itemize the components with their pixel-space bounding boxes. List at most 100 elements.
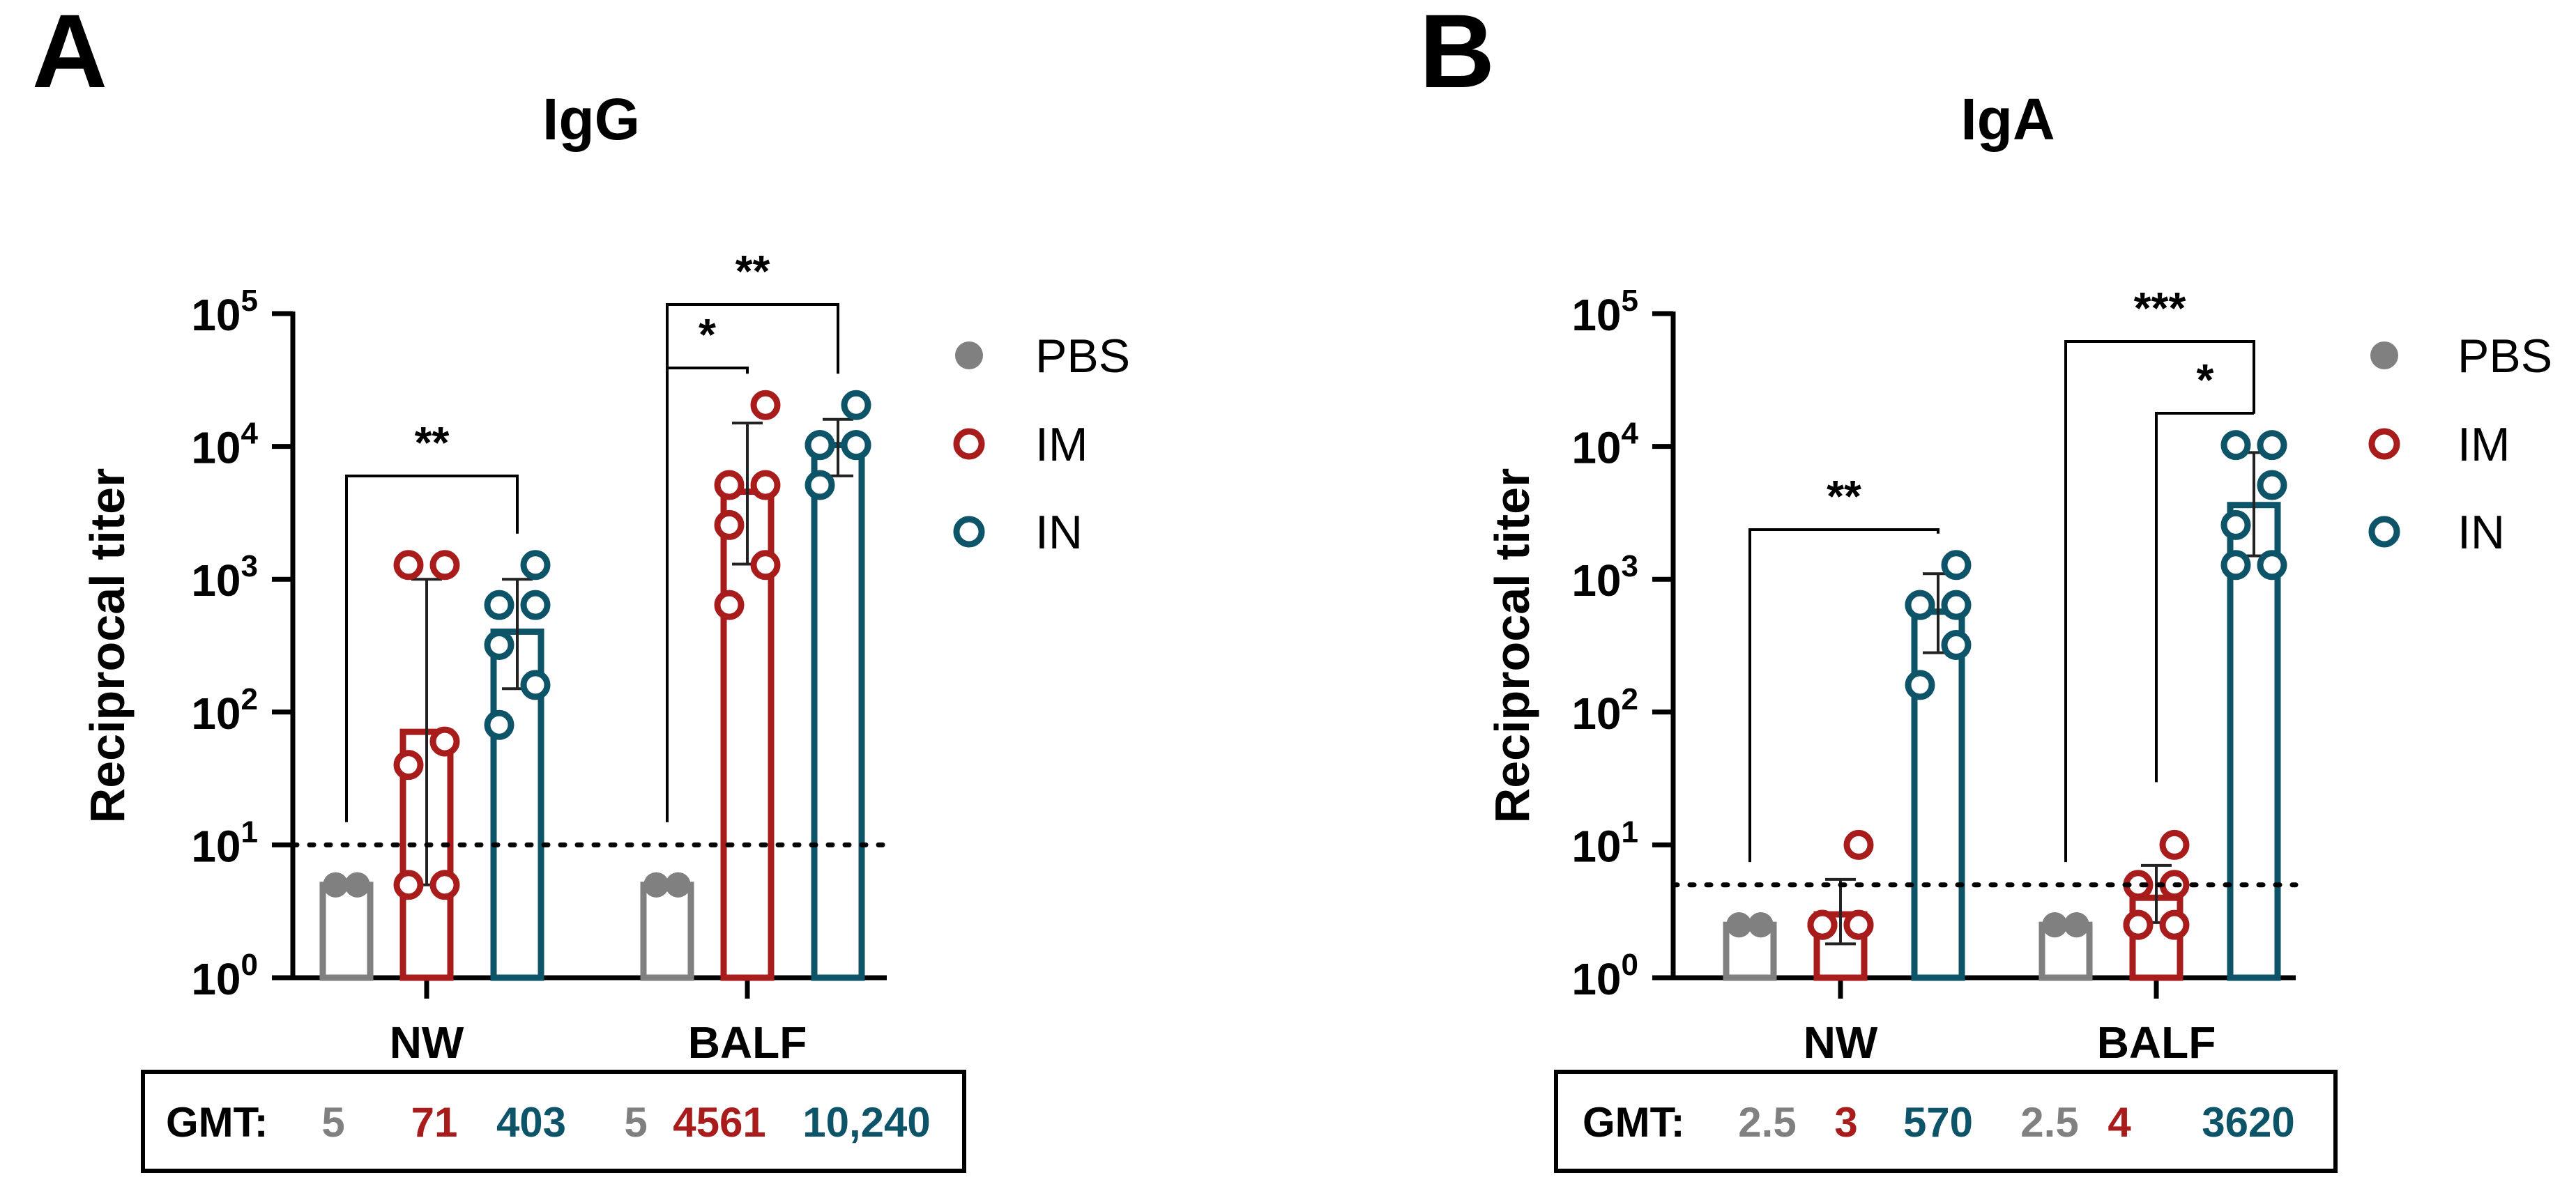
y-tick-label: 104 xyxy=(191,417,258,473)
data-point-in xyxy=(1941,630,1972,661)
data-point-in xyxy=(1905,590,1935,620)
data-point-in xyxy=(520,550,551,581)
data-point-in xyxy=(2220,550,2251,581)
significance-bracket xyxy=(2064,340,2255,863)
y-tick-label: 101 xyxy=(191,815,258,871)
legend-marker-pbs xyxy=(955,341,983,369)
panel-label: A xyxy=(32,0,107,109)
data-point-in xyxy=(1941,550,1972,581)
panel-title: IgA xyxy=(1960,86,2055,152)
data-point-im xyxy=(2159,909,2190,940)
significance-label: ** xyxy=(415,417,450,468)
data-point-in xyxy=(2257,470,2287,500)
data-point-in xyxy=(841,430,871,461)
data-point-im xyxy=(1843,909,1874,940)
y-tick-label: 102 xyxy=(1571,682,1638,739)
data-point-pbs xyxy=(1726,912,1752,938)
data-point-in xyxy=(2220,430,2251,461)
y-axis-label: Reciprocal titer xyxy=(80,468,135,824)
data-point-im xyxy=(393,550,424,581)
y-tick-label: 101 xyxy=(1571,815,1638,871)
data-point-in xyxy=(841,390,871,420)
data-point-in xyxy=(520,670,551,700)
y-axis-label: Reciprocal titer xyxy=(1485,468,1539,824)
data-point-im xyxy=(429,870,460,900)
data-point-pbs xyxy=(323,872,349,898)
gmt-value: 71 xyxy=(411,1099,458,1146)
gmt-value: 570 xyxy=(1903,1099,1973,1146)
legend-label-im: IM xyxy=(1035,418,1088,471)
data-point-in xyxy=(805,430,835,461)
y-tick-label: 103 xyxy=(191,549,258,606)
x-tick-label: NW xyxy=(1804,1017,1878,1068)
data-point-im xyxy=(714,470,745,500)
gmt-value: 3620 xyxy=(2202,1099,2294,1146)
x-tick-label: BALF xyxy=(688,1017,807,1068)
data-point-pbs xyxy=(344,872,370,898)
legend-label-pbs: PBS xyxy=(2457,330,2552,383)
legend-marker-im xyxy=(2368,428,2400,460)
panel-a: A IgG Reciprocal titer 100 101 102 103 104 105 NW… xyxy=(32,0,1130,1173)
gmt-value: 2.5 xyxy=(1738,1099,1796,1146)
gmt-value: 3 xyxy=(1834,1099,1857,1146)
legend-label-in: IN xyxy=(1035,506,1083,559)
data-point-pbs xyxy=(1748,912,1774,938)
data-point-im xyxy=(393,870,424,900)
x-tick-label: BALF xyxy=(2097,1017,2216,1068)
data-point-im xyxy=(714,509,745,540)
data-point-in xyxy=(484,590,515,620)
panel-b: B IgA Reciprocal titer 100 101 102 103 104 105 NW… xyxy=(1419,0,2552,1173)
significance-bracket xyxy=(345,475,519,822)
data-point-im xyxy=(1843,829,1874,860)
data-point-im xyxy=(750,470,781,500)
data-point-im xyxy=(429,550,460,581)
x-tick-label: NW xyxy=(390,1017,464,1068)
data-point-im xyxy=(429,726,460,757)
significance-bracket xyxy=(666,303,839,822)
legend-label-pbs: PBS xyxy=(1035,330,1130,383)
significance-label: ** xyxy=(736,246,770,296)
significance-label: * xyxy=(2197,355,2214,405)
data-point-pbs xyxy=(2064,912,2089,938)
data-point-in xyxy=(484,630,515,661)
y-tick-label: 104 xyxy=(1571,417,1638,473)
data-point-pbs xyxy=(665,872,691,898)
y-tick-label: 105 xyxy=(191,284,258,340)
data-point-in xyxy=(2220,509,2251,540)
data-point-im xyxy=(750,550,781,581)
data-point-im xyxy=(750,390,781,420)
significance-label: *** xyxy=(2134,283,2186,333)
data-point-im xyxy=(1807,909,1838,940)
y-tick-label: 105 xyxy=(1571,284,1638,340)
gmt-value: 10,240 xyxy=(802,1099,931,1146)
bar-in xyxy=(811,442,865,981)
significance-bracket xyxy=(2155,412,2255,783)
bar-pbs xyxy=(319,882,374,981)
data-point-im xyxy=(2159,829,2190,860)
data-point-im xyxy=(2123,909,2154,940)
gmt-value: 5 xyxy=(321,1099,344,1146)
panel-label: B xyxy=(1419,0,1495,109)
data-point-in xyxy=(520,590,551,620)
legend-marker-in xyxy=(953,516,985,548)
data-point-pbs xyxy=(2042,912,2068,938)
data-point-pbs xyxy=(643,872,669,898)
gmt-value: 5 xyxy=(624,1099,647,1146)
significance-label: * xyxy=(699,309,716,360)
y-tick-label: 103 xyxy=(1571,549,1638,606)
data-point-im xyxy=(393,750,424,781)
gmt-table-box xyxy=(1554,1070,2338,1173)
legend-label-in: IN xyxy=(2457,506,2505,559)
legend-label-im: IM xyxy=(2457,418,2510,471)
gmt-label: GMT: xyxy=(1583,1099,1685,1146)
bar-in xyxy=(1911,608,1965,981)
data-point-in xyxy=(484,709,515,740)
y-tick-label: 100 xyxy=(1571,948,1638,1004)
legend-marker-im xyxy=(953,428,985,460)
gmt-label: GMT: xyxy=(166,1099,268,1146)
legend-marker-in xyxy=(2368,516,2400,548)
data-point-in xyxy=(2257,550,2287,581)
data-point-in xyxy=(805,470,835,500)
gmt-table-box xyxy=(141,1070,966,1173)
